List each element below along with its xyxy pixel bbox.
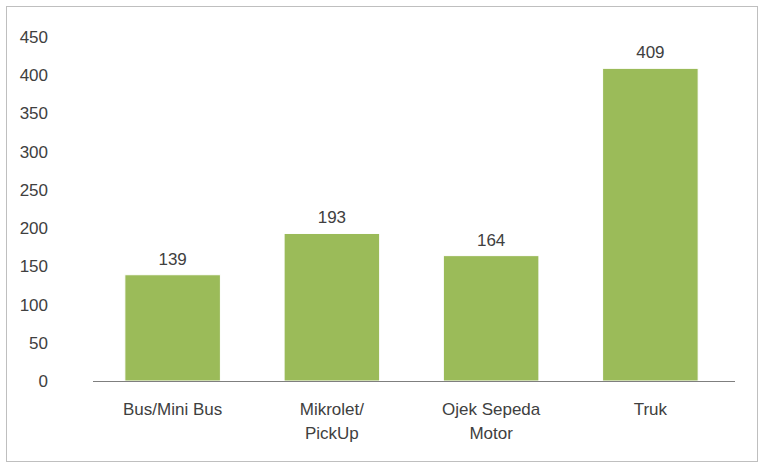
y-tick — [89, 304, 93, 305]
y-tick-label: 200 — [20, 219, 48, 238]
x-tick-label: Truk — [634, 400, 668, 419]
x-tick-line: Bus/Mini Bus — [123, 400, 222, 419]
y-tick-label: 350 — [20, 104, 48, 123]
y-tick — [89, 266, 93, 267]
data-label: 409 — [636, 43, 664, 62]
y-tick — [89, 189, 93, 190]
y-tick — [89, 342, 93, 343]
y-tick-label: 300 — [20, 143, 48, 162]
data-label: 164 — [477, 231, 505, 250]
y-tick-label: 50 — [29, 334, 48, 353]
y-tick-label: 400 — [20, 66, 48, 85]
y-tick-label: 250 — [20, 181, 48, 200]
y-tick-label: 150 — [20, 257, 48, 276]
x-tick-label: Mikrolet/PickUp — [300, 400, 365, 443]
y-tick-label: 0 — [39, 372, 48, 391]
x-tick-label: Bus/Mini Bus — [123, 400, 222, 419]
bar — [443, 256, 539, 381]
chart-frame — [7, 7, 758, 462]
data-label: 139 — [158, 250, 186, 269]
chart: 0 50 100 150 200 250 300 350 400 450 139 193 164 409 B… — [0, 0, 764, 468]
x-tick-line: Mikrolet/ — [300, 400, 365, 419]
bar — [125, 275, 221, 381]
data-label: 193 — [318, 208, 346, 227]
x-axis-line — [93, 381, 735, 382]
y-tick — [89, 381, 93, 382]
y-tick — [89, 113, 93, 114]
y-tick-label: 450 — [20, 28, 48, 47]
x-tick-label: Ojek Sepeda Motor — [442, 400, 541, 443]
y-tick — [89, 151, 93, 152]
x-tick-line: Truk — [634, 400, 668, 419]
y-tick — [89, 228, 93, 229]
bar — [603, 68, 699, 381]
bars — [125, 68, 698, 381]
bar — [284, 233, 380, 381]
x-tick-line: PickUp — [305, 424, 359, 443]
y-tick — [89, 37, 93, 38]
y-tick-label: 100 — [20, 296, 48, 315]
y-tick — [89, 75, 93, 76]
x-tick-line: Ojek Sepeda — [442, 400, 541, 419]
x-tick-line: Motor — [469, 424, 513, 443]
